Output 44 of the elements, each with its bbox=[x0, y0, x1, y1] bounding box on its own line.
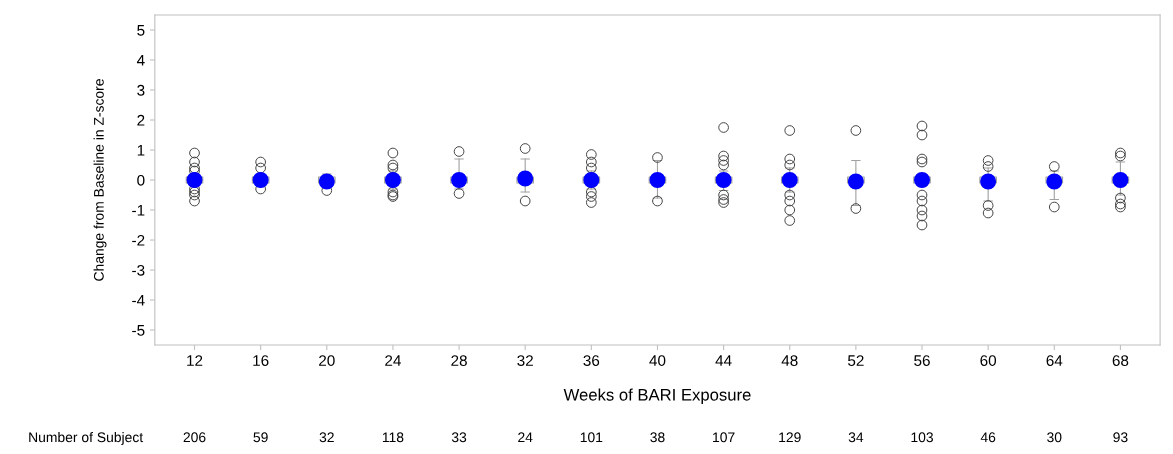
y-tick-label: 4 bbox=[136, 55, 145, 66]
x-tick-label: 60 bbox=[980, 355, 997, 366]
text: 46 bbox=[980, 432, 996, 443]
y-tick-label: -2 bbox=[132, 234, 145, 246]
x-tick-label: 16 bbox=[253, 355, 269, 366]
x-tick-label: 36 bbox=[583, 355, 600, 366]
x-tick-label: 64 bbox=[1046, 355, 1063, 366]
x-tick-label: 24 bbox=[385, 355, 401, 366]
x-tick-label: 20 bbox=[319, 355, 335, 366]
text: 24 bbox=[518, 432, 533, 443]
text: 38 bbox=[650, 432, 665, 443]
x-tick-label: 40 bbox=[649, 355, 666, 366]
y-axis-title: Change from Baseline in Z-score bbox=[93, 79, 107, 281]
y-tick-label: -3 bbox=[132, 264, 145, 276]
text: 103 bbox=[911, 432, 933, 443]
text: 129 bbox=[779, 432, 801, 443]
text: 118 bbox=[382, 432, 404, 443]
y-tick-label: 0 bbox=[137, 174, 145, 186]
text: Number of Subject bbox=[29, 431, 144, 445]
text: 32 bbox=[319, 432, 334, 443]
text: 33 bbox=[451, 432, 467, 443]
text: 107 bbox=[713, 432, 735, 443]
text: 101 bbox=[580, 432, 603, 443]
y-tick-label: 3 bbox=[137, 84, 145, 96]
text: 30 bbox=[1047, 432, 1062, 443]
text: 93 bbox=[1113, 432, 1128, 443]
x-tick-label: 44 bbox=[715, 355, 732, 366]
y-tick-label: 1 bbox=[137, 145, 145, 156]
x-tick-label: 28 bbox=[451, 355, 467, 366]
y-tick-label: 5 bbox=[137, 25, 145, 36]
x-tick-label: 52 bbox=[847, 355, 864, 366]
x-tick-label: 56 bbox=[914, 355, 930, 366]
y-tick-label: 2 bbox=[137, 114, 145, 126]
y-tick-label: -5 bbox=[132, 325, 145, 336]
y-tick-label: -1 bbox=[132, 205, 145, 216]
text: 34 bbox=[848, 432, 864, 443]
text: 59 bbox=[253, 432, 268, 443]
y-tick-label: -4 bbox=[132, 295, 145, 306]
x-tick-label: 32 bbox=[517, 355, 533, 366]
x-tick-label: 12 bbox=[187, 355, 203, 366]
text: 206 bbox=[183, 432, 206, 443]
x-tick-label: 48 bbox=[781, 355, 798, 366]
x-axis-title: Weeks of BARI Exposure bbox=[563, 388, 751, 404]
x-tick-label: 68 bbox=[1112, 355, 1129, 366]
